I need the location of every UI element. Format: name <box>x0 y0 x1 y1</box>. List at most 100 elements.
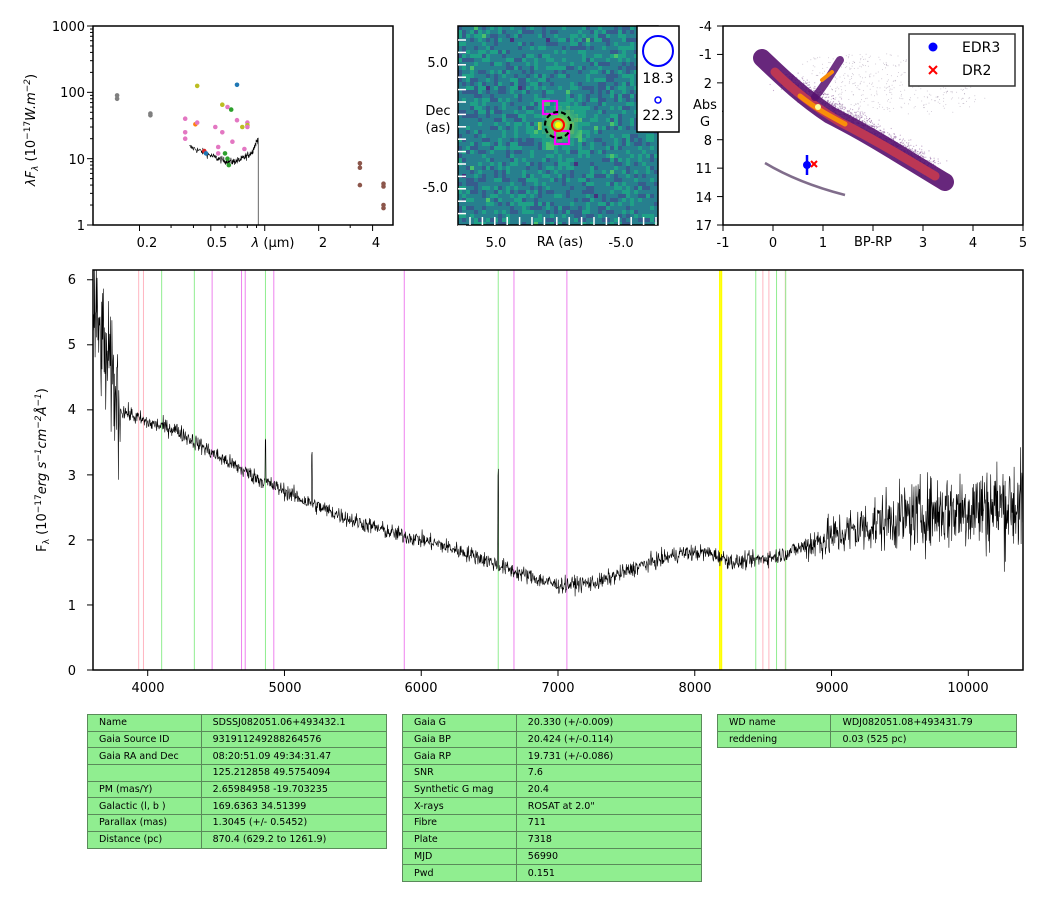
cutout-pixel <box>606 98 611 103</box>
cutout-pixel <box>498 186 503 191</box>
cutout-pixel <box>478 82 483 87</box>
hr-density-dot <box>876 126 878 128</box>
cutout-pixel <box>522 166 527 171</box>
hr-density-dot <box>872 125 874 128</box>
cutout-pixel <box>582 214 587 219</box>
hr-density-dot <box>889 54 891 56</box>
cutout-pixel <box>626 134 631 139</box>
cutout-pixel <box>626 126 631 131</box>
hr-density-dot <box>910 149 912 151</box>
cutout-pixel <box>570 66 575 71</box>
cutout-pixel <box>462 194 467 199</box>
cutout-pixel <box>546 74 551 79</box>
cutout-pixel <box>646 202 651 207</box>
cutout-pixel <box>598 114 603 119</box>
hr-density-dot <box>869 76 871 78</box>
cutout-pixel <box>630 182 635 187</box>
cutout-pixel <box>594 170 599 175</box>
cutout-pixel <box>526 42 531 47</box>
cutout-pixel <box>518 202 523 207</box>
cutout-pixel <box>586 162 591 167</box>
cutout-pixel <box>562 42 567 47</box>
hr-density-dot <box>962 89 964 90</box>
cutout-pixel <box>554 90 559 95</box>
cutout-pixel <box>578 82 583 87</box>
hr-density-dot <box>808 84 810 86</box>
cutout-pixel <box>542 202 547 207</box>
cutout-pixel <box>558 70 563 75</box>
cutout-pixel <box>626 118 631 123</box>
hr-density-dot <box>880 130 882 132</box>
cutout-pixel <box>638 206 643 211</box>
cutout-pixel <box>626 54 631 59</box>
cutout-pixel <box>554 186 559 191</box>
cutout-pixel <box>550 182 555 187</box>
cutout-pixel <box>634 74 639 79</box>
hr-density-dot <box>920 151 922 153</box>
cutout-pixel <box>474 74 479 79</box>
hr-density-dot <box>877 102 879 104</box>
cutout-pixel <box>506 174 511 179</box>
cutout-pixel <box>590 122 595 127</box>
hr-density-dot <box>920 155 922 157</box>
cutout-pixel <box>622 214 627 219</box>
hr-density-dot <box>849 79 851 81</box>
hr-density-dot <box>965 87 967 89</box>
cutout-pixel <box>506 194 511 199</box>
cutout-pixel <box>630 218 635 223</box>
cutout-pixel <box>490 114 495 119</box>
cutout-pixel <box>622 78 627 83</box>
cutout-pixel <box>526 78 531 83</box>
hr-density-dot <box>902 98 904 100</box>
cutout-pixel <box>546 174 551 179</box>
hr-density-dot <box>841 82 843 83</box>
cutout-pixel <box>566 58 571 63</box>
hr-density-dot <box>859 111 861 113</box>
cutout-pixel <box>654 174 658 179</box>
hr-density-dot <box>816 74 818 76</box>
hr-density-dot <box>881 78 883 80</box>
cutout-pixel <box>566 194 571 199</box>
sed-photometry-point <box>194 83 200 89</box>
cutout-pixel <box>566 42 571 47</box>
cutout-pixel <box>610 222 615 225</box>
cutout-pixel <box>590 118 595 123</box>
cutout-pixel <box>558 50 563 55</box>
cutout-pixel <box>614 146 619 151</box>
hr-density-dot <box>879 129 881 131</box>
cutout-pixel <box>586 118 591 123</box>
cutout-pixel <box>510 82 515 87</box>
hr-density-dot <box>855 112 857 114</box>
cutout-pixel <box>610 54 615 59</box>
cutout-pixel <box>650 158 655 163</box>
cutout-pixel <box>530 142 535 147</box>
cutout-pixel <box>626 190 631 195</box>
cutout-pixel <box>518 42 523 47</box>
hr-density-dot <box>897 72 899 73</box>
cutout-pixel <box>522 138 527 143</box>
hr-density-dot <box>876 90 878 92</box>
cutout-pixel <box>610 90 615 95</box>
cutout-pixel <box>598 154 603 159</box>
cutout-pixel <box>594 210 599 215</box>
cutout-pixel <box>602 42 607 47</box>
cutout-pixel <box>594 166 599 171</box>
cutout-pixel <box>482 78 487 83</box>
cutout-pixel <box>582 26 587 31</box>
cutout-pixel <box>494 162 499 167</box>
cutout-pixel <box>622 162 627 167</box>
cutout-pixel <box>546 214 551 219</box>
hr-edr3-point <box>803 161 811 169</box>
cutout-pixel <box>586 30 591 35</box>
cutout-pixel <box>514 130 519 135</box>
cutout-pixel <box>626 50 631 55</box>
cutout-pixel <box>518 58 523 63</box>
cutout-pixel <box>622 150 627 155</box>
hr-density-dot <box>831 88 833 90</box>
cutout-pixel <box>550 146 555 151</box>
cutout-pixel <box>630 206 635 211</box>
cutout-pixel <box>542 90 547 95</box>
cutout-pixel <box>526 90 531 95</box>
cutout-pixel <box>482 182 487 187</box>
cutout-pixel <box>494 58 499 63</box>
